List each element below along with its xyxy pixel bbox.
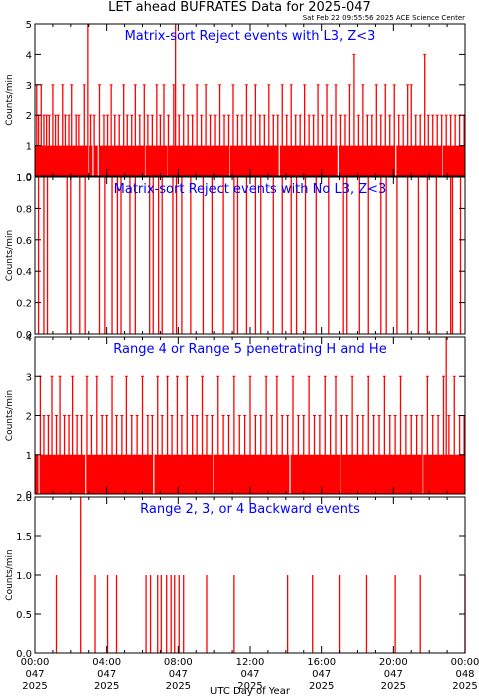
x-tick-label-year: 2025 <box>22 681 47 692</box>
y-tick-label: 2 <box>26 412 32 423</box>
x-tick-label-doy: 047 <box>312 669 331 680</box>
y-tick-label: 1.0 <box>16 173 32 184</box>
x-tick-label-doy: 048 <box>455 669 474 680</box>
x-tick-label-year: 2025 <box>309 681 334 692</box>
y-tick-label: 0 <box>26 490 32 501</box>
x-axis-label: UTC Day of Year <box>210 686 291 697</box>
y-tick-label: 0.4 <box>16 267 32 278</box>
page-title: LET ahead BUFRATES Data for 2025-047 <box>108 0 371 15</box>
x-tick-label-year: 2025 <box>452 681 477 692</box>
x-tick-label-year: 2025 <box>237 681 262 692</box>
page-subtitle: Sat Feb 22 09:55:56 2025 ACE Science Cen… <box>302 14 465 22</box>
x-tick-label-year: 2025 <box>381 681 406 692</box>
y-tick-label: 1.0 <box>16 571 32 582</box>
y-tick-label: 0.2 <box>16 299 32 310</box>
x-tick-label-doy: 047 <box>169 669 188 680</box>
x-tick-label-year: 2025 <box>94 681 119 692</box>
y-tick-label: 0.0 <box>16 330 32 341</box>
baseline-gap <box>395 145 397 176</box>
x-tick-label-time: 20:00 <box>379 657 408 668</box>
baseline-gap <box>337 145 339 176</box>
baseline-gap <box>289 454 291 494</box>
baseline-gap <box>153 454 155 494</box>
x-tick-label-year: 2025 <box>166 681 191 692</box>
y-tick-label: 2.0 <box>16 493 32 504</box>
x-tick-label-time: 08:00 <box>164 657 193 668</box>
y-tick-label: 0.8 <box>16 204 32 215</box>
y-tick-label: 1 <box>26 142 32 153</box>
y-axis-label: Counts/min <box>5 390 15 441</box>
y-tick-label: 1.5 <box>16 532 32 543</box>
baseline-gap <box>38 454 40 494</box>
x-tick-label-time: 12:00 <box>236 657 265 668</box>
y-tick-label: 1 <box>26 451 32 462</box>
x-tick-label-doy: 047 <box>384 669 403 680</box>
y-tick-label: 3 <box>26 81 32 92</box>
x-tick-label-doy: 047 <box>97 669 116 680</box>
baseline-gap <box>92 145 94 176</box>
y-axis-label: Counts/min <box>5 230 15 281</box>
x-tick-label-doy: 047 <box>240 669 259 680</box>
x-tick-label-time: 00:00 <box>21 657 50 668</box>
y-tick-label: 0.0 <box>16 649 32 660</box>
y-axis-label: Counts/min <box>5 74 15 125</box>
y-tick-label: 0 <box>26 172 32 183</box>
y-tick-label: 0.5 <box>16 610 32 621</box>
x-tick-label-doy: 047 <box>25 669 44 680</box>
panel-title: Matrix-sort Reject events with L3, Z<3 <box>125 29 376 44</box>
baseline-gap <box>278 145 280 176</box>
y-tick-label: 0.6 <box>16 236 32 247</box>
panel-title: Range 2, 3, or 4 Backward events <box>140 502 360 517</box>
y-tick-label: 3 <box>26 372 32 383</box>
baseline-gap <box>97 145 99 176</box>
x-tick-label-time: 00:00 <box>451 657 479 668</box>
x-tick-label-time: 16:00 <box>307 657 336 668</box>
panel-title: Range 4 or Range 5 penetrating H and He <box>113 342 386 357</box>
panel-frame <box>34 496 466 654</box>
panel-title: Matrix-sort Reject events with No L3, Z<… <box>114 182 387 197</box>
y-tick-label: 4 <box>26 50 32 61</box>
baseline-gap <box>85 454 87 494</box>
y-tick-label: 4 <box>26 333 32 344</box>
y-tick-label: 2 <box>26 111 32 122</box>
x-tick-label-time: 04:00 <box>92 657 121 668</box>
y-tick-label: 5 <box>26 20 32 31</box>
y-axis-label: Counts/min <box>5 549 15 600</box>
